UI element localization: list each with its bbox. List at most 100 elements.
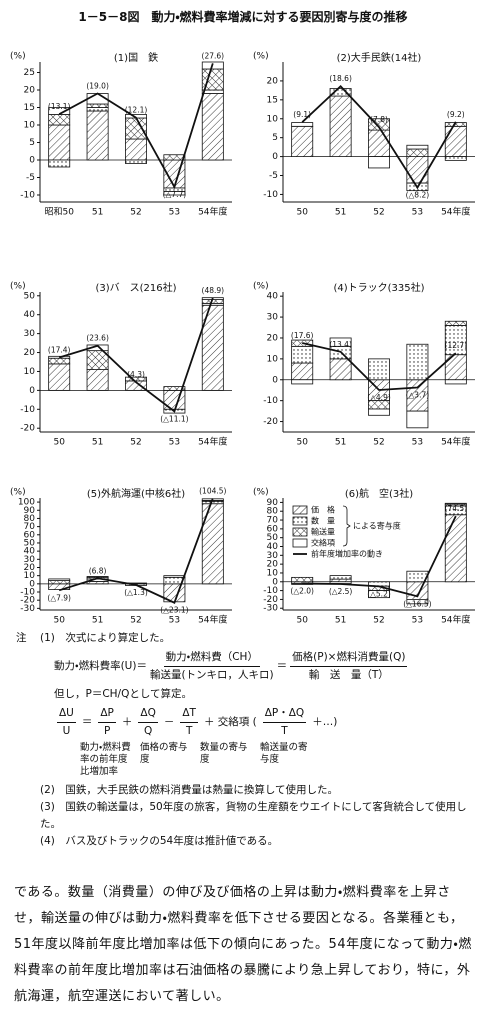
x-tick-label: 50 [296,438,308,448]
value-label: (13.1) [48,102,71,111]
formula-2-labels: 動力・燃料費率の前年度比増加率 価格の寄与度 数量の寄与度 輸送量の寄与度 [80,742,480,778]
bar-segment [368,590,390,599]
bar-segment [329,358,352,381]
value-label: (12.1) [125,106,148,115]
x-tick-label: 52 [130,438,141,448]
legend-brace [342,505,351,547]
x-tick-label: 53 [169,208,180,218]
bar-segment [163,575,186,578]
bar-segment [406,343,429,381]
y-tick-label: 60 [24,530,36,540]
formula-text: ＋ [121,716,133,728]
value-label: (△7.9) [47,593,71,602]
value-label: (9.1) [293,110,311,119]
bar-segment [125,138,147,161]
unit-label: (%) [10,52,26,62]
y-tick-label: 60 [267,524,279,534]
numerator: ΔU [57,705,76,723]
y-tick-label: 25 [24,68,35,78]
value-label: (48.9) [202,286,225,295]
formula-label: 動力・燃料費率の前年度比増加率 [80,742,131,777]
note-2: (2) 国鉄，大手民鉄の燃料消費量は熱量に換算して使用した。 [40,784,339,796]
x-tick-label: 52 [373,438,384,448]
bar-segment [406,410,429,429]
y-tick-label: 20 [267,76,279,86]
x-tick-label: 52 [373,616,384,626]
bar-segment [201,93,224,161]
value-label: (18.6) [329,74,352,83]
value-label: (△11.1) [160,414,188,423]
y-tick-label: 15 [24,103,35,113]
y-tick-label: -20 [20,424,35,434]
fraction: ΔQ Q [138,705,158,740]
value-label: (△23.1) [160,606,188,615]
y-tick-label: -10 [263,586,278,596]
note-lead: 注 [16,632,27,644]
y-tick-label: 20 [267,333,279,343]
bar-segment [444,125,467,157]
notes: 注 (1) 次式により算定した。 動力・燃料費率(U) ＝ 動力・燃料費（CH） 輸… [16,628,480,850]
x-tick-label: 51 [92,438,103,448]
bar-segment [368,129,390,157]
y-tick-label: 10 [267,568,279,578]
x-tick-label: 54年度 [441,206,470,218]
bar-segment [291,379,314,385]
formula-text: ＋ 交絡項 ( [203,716,257,728]
denominator: P [103,725,111,737]
bar-segment [368,118,390,131]
fraction: ΔT T [180,705,198,740]
x-tick-label: 52 [130,208,141,218]
bar-segment [86,103,109,108]
x-tick-label: 52 [130,616,141,626]
bar-segment [163,154,186,161]
bar-segment [163,386,186,391]
value-label: (23.6) [86,334,109,343]
growth-line [302,515,457,598]
x-tick-label: 53 [412,208,423,218]
unit-label: (%) [10,488,26,498]
y-tick-label: 90 [267,498,279,508]
note-3: (3) 国鉄の輸送量は，50年度の旅客，貨物の生産額をウエイトにして客貨統合して… [40,801,467,830]
chart-title: (1)国 鉄 [114,51,158,64]
bar-segment [368,156,390,169]
x-tick-label: 54年度 [198,436,227,448]
bar-segment [125,159,147,164]
growth-line [58,297,214,413]
formula-2: ΔU U ＝ ΔP P ＋ ΔQ Q － ΔT T ＋ 交絡項 (ΔP・ΔQ T ＋…) [54,705,480,740]
y-tick-label: 0 [29,156,35,166]
proviso: 但し，P＝CH/Qとして算定。 [54,688,193,700]
y-tick-label: 70 [24,522,36,532]
value-label: (△3.7) [406,390,430,399]
y-tick-label: 80 [24,514,36,524]
bar-segment [125,117,147,140]
y-tick-label: -10 [20,191,35,201]
formula-label: 輸送量の寄与度 [260,742,308,765]
bar-segment [406,156,429,184]
formula-text: ＋…) [312,716,338,728]
y-tick-label: -30 [263,604,278,614]
growth-line [58,63,214,190]
unit-label: (%) [253,488,269,498]
denominator: 輸送量(トンキロ，人キロ) [149,669,274,681]
bar-segment [406,144,429,150]
value-label: (104.5) [199,486,226,495]
chart-title: (6)航 空(3社) [345,487,413,500]
chart-title: (2)大手民鉄(14社) [337,51,422,64]
y-tick-label: -20 [263,417,278,427]
numerator: 動力・燃料費（CH） [163,649,260,667]
bar-segment [406,599,429,605]
x-tick-label: 51 [92,616,103,626]
value-label: (△1.3) [124,588,148,597]
numerator: ΔQ [138,705,158,723]
y-tick-label: -20 [20,596,35,606]
bar-segment [444,502,467,505]
unit-label: (%) [253,282,269,292]
legend-label: 交絡項 [311,538,335,548]
value-label: (△7.7) [163,190,187,199]
x-tick-label: 53 [412,438,423,448]
y-tick-label: 15 [267,95,278,105]
bar-segment [163,191,186,196]
figure-title: 1－5－8図 動力・燃料費率増減に対する要因別寄与度の推移 [78,10,408,24]
bar-segment [406,570,429,583]
